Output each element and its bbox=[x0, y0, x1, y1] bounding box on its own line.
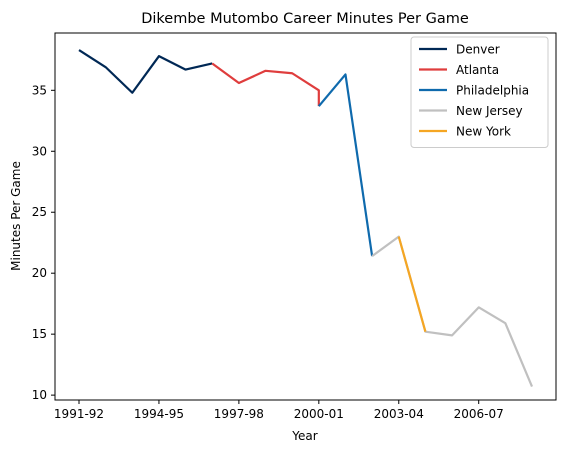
y-tick-label: 25 bbox=[32, 205, 47, 219]
chart-title: Dikembe Mutombo Career Minutes Per Game bbox=[141, 11, 469, 27]
x-axis: 1991-92 1994-95 1997-98 2000-01 2003-04 2006-… bbox=[54, 400, 504, 421]
y-tick-label: 30 bbox=[32, 144, 47, 158]
legend-box bbox=[410, 36, 549, 148]
x-tick-label: 2003-04 bbox=[374, 407, 424, 421]
y-tick-label: 35 bbox=[32, 83, 47, 97]
y-tick-label: 10 bbox=[32, 388, 47, 402]
series-line-philadelphia bbox=[317, 73, 374, 257]
x-tick-label: 1994-95 bbox=[134, 407, 184, 421]
legend-label: Philadelphia bbox=[456, 84, 529, 98]
legend-label: New York bbox=[456, 125, 511, 139]
x-tick-label: 2006-07 bbox=[454, 407, 504, 421]
legend-label: New Jersey bbox=[456, 104, 523, 118]
series-line-denver bbox=[78, 49, 213, 94]
x-tick-label: 1991-92 bbox=[54, 407, 104, 421]
series-line-new-york bbox=[397, 236, 427, 333]
x-tick-label: 2000-01 bbox=[294, 407, 344, 421]
y-axis: 10 15 20 25 30 35 bbox=[32, 83, 55, 402]
legend: Denver Atlanta Philadelphia New Jersey New Y… bbox=[410, 36, 549, 148]
x-tick-label: 1997-98 bbox=[214, 407, 264, 421]
plot-frame bbox=[54, 32, 557, 401]
series-line-atlanta bbox=[211, 62, 320, 107]
y-tick-label: 20 bbox=[32, 266, 47, 280]
series-line-new-jersey bbox=[371, 235, 534, 388]
legend-label: Denver bbox=[456, 43, 500, 57]
y-tick-label: 15 bbox=[32, 327, 47, 341]
legend-label: Atlanta bbox=[456, 63, 499, 77]
y-axis-label: Minutes Per Game bbox=[9, 161, 23, 271]
x-axis-label: Year bbox=[291, 429, 317, 443]
plot-series bbox=[78, 49, 534, 388]
